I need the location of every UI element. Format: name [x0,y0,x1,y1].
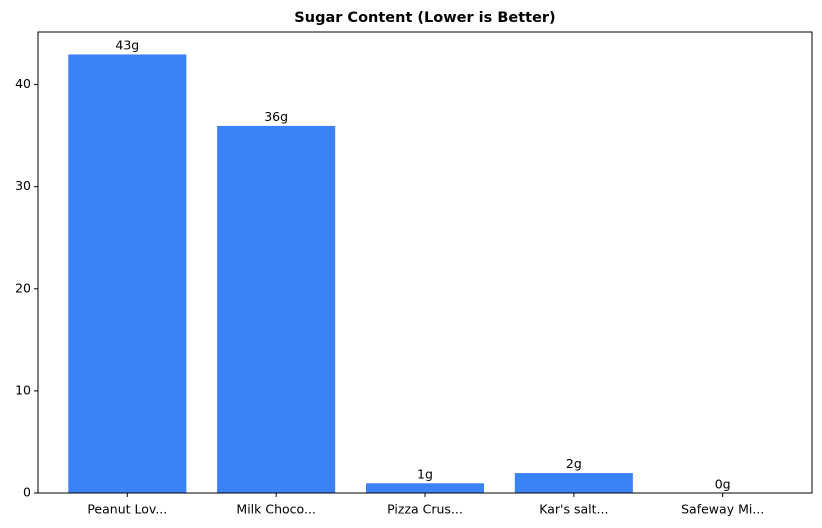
x-tick-label: Kar's salt... [539,502,608,517]
y-tick-label: 10 [15,382,31,397]
bar [67,53,188,494]
bar [364,482,486,494]
value-label: 2g [566,456,582,471]
x-tick-label: Pizza Crus... [387,502,463,517]
chart-title: Sugar Content (Lower is Better) [294,10,555,26]
x-tick-label: Milk Choco... [236,502,315,517]
y-tick-label: 40 [15,76,31,91]
y-tick-label: 30 [15,178,31,193]
value-label: 1g [417,466,433,481]
value-label: 36g [264,109,288,124]
bar [513,472,634,494]
y-tick-label: 20 [15,280,31,295]
value-label: 43g [115,37,139,52]
bar [216,124,337,494]
plot-frame [37,31,813,494]
x-tick-label: Peanut Lov... [87,502,167,517]
x-tick-label: Safeway Mi... [681,502,764,517]
value-label: 0g [715,477,731,492]
y-tick-label: 0 [23,485,31,500]
